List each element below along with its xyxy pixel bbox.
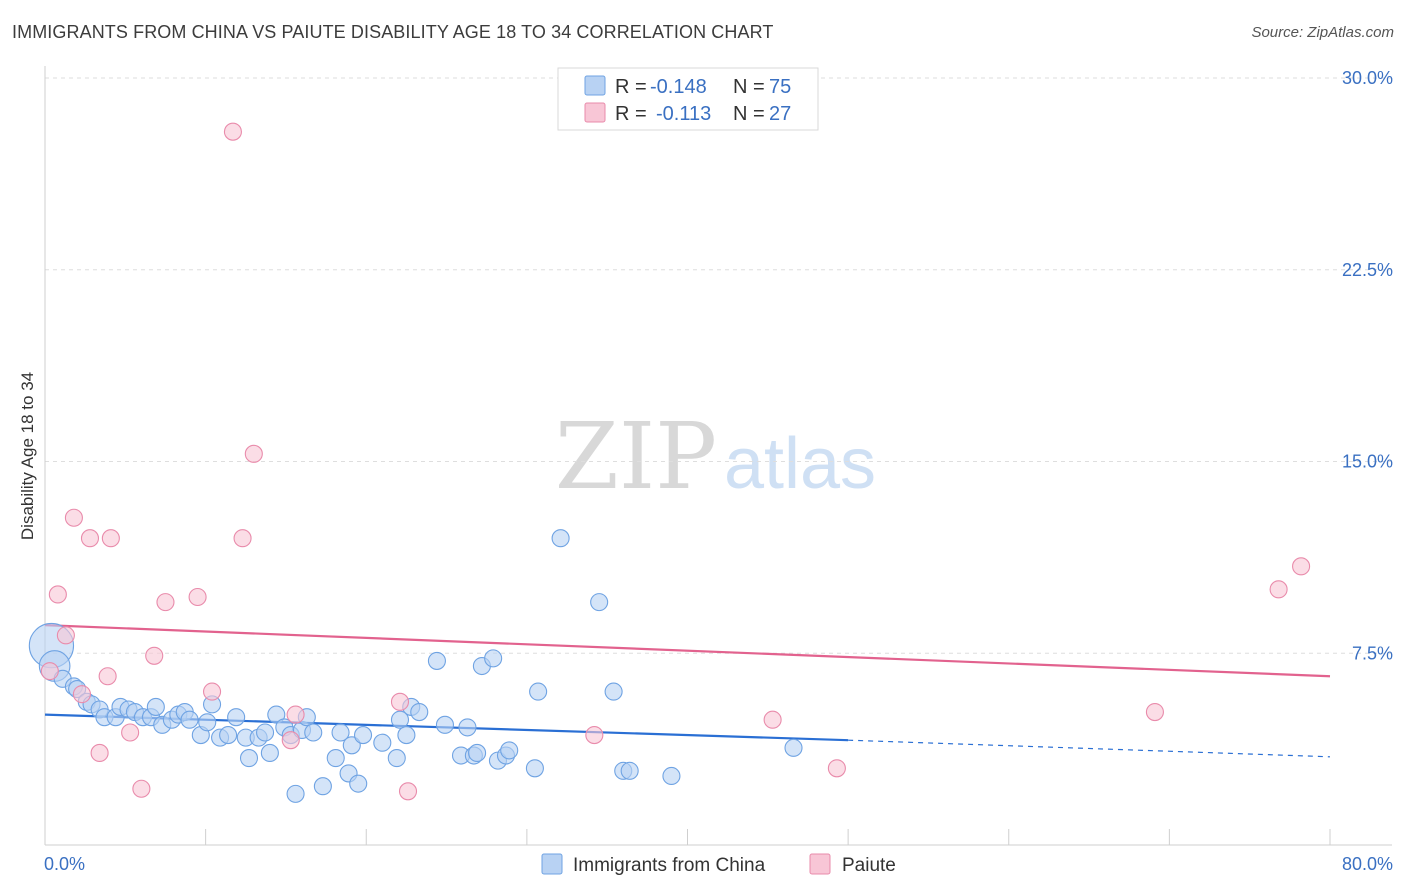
point-china [304, 723, 323, 742]
point-china [604, 682, 623, 701]
point-paiute [203, 682, 222, 701]
point-paiute [156, 593, 175, 612]
point-china [267, 705, 286, 724]
legend-swatch-pink [584, 102, 606, 123]
point-china [387, 749, 406, 768]
point-paiute [585, 726, 604, 745]
point-paiute [1145, 703, 1164, 722]
point-paiute [98, 667, 117, 686]
point-paiute [80, 529, 100, 548]
point-china [239, 749, 259, 768]
point-paiute [64, 508, 83, 527]
point-china [525, 759, 544, 778]
point-china [529, 682, 548, 701]
point-paiute [188, 587, 207, 607]
axis-ticks: 7.5% 15.0% 22.5% 30.0% [44, 68, 1393, 845]
point-paiute [244, 444, 263, 463]
series-legend-swatch-china [541, 853, 563, 875]
legend-r-label-1: R = [615, 76, 647, 98]
point-paiute [72, 685, 91, 704]
point-china [256, 723, 275, 742]
point-china [390, 710, 410, 729]
point-china [180, 710, 199, 729]
point-china [260, 743, 279, 763]
point-china [784, 738, 803, 757]
point-china [551, 529, 570, 548]
point-paiute [233, 529, 252, 548]
point-china [373, 733, 392, 752]
point-china [326, 749, 345, 768]
point-paiute [1269, 580, 1288, 599]
y-tick-label: 15.0% [1342, 452, 1393, 472]
point-china [662, 766, 681, 786]
point-paiute [1292, 557, 1311, 576]
point-paiute [90, 743, 109, 763]
point-paiute [132, 779, 151, 798]
point-paiute [56, 626, 75, 645]
point-china [342, 736, 361, 755]
watermark-zip: ZIP [555, 403, 717, 510]
point-paiute [145, 646, 164, 665]
data-points [28, 122, 1311, 803]
legend-n-value-1: 75 [769, 76, 791, 98]
chart-title: IMMIGRANTS FROM CHINA VS PAIUTE DISABILI… [12, 22, 774, 42]
legend-r-value-2: -0.113 [656, 103, 711, 125]
stats-legend: R = -0.148 N = 75 R = -0.113 N = 27 [557, 67, 819, 131]
watermark-atlas: atlas [724, 424, 876, 504]
point-china [468, 743, 487, 763]
legend-r-value-1: -0.148 [650, 76, 707, 98]
legend-n-label-2: N = [733, 103, 765, 125]
point-china [146, 697, 165, 716]
point-paiute [48, 585, 67, 604]
point-china [349, 774, 368, 793]
series-legend: Immigrants from China Paiute [541, 853, 896, 876]
point-china [219, 726, 238, 745]
gridlines [45, 77, 1392, 654]
legend-n-value-2: 27 [769, 103, 791, 125]
point-china [484, 649, 503, 668]
x-tick-label-min: 0.0% [44, 854, 85, 874]
point-china [410, 703, 429, 722]
point-china [397, 726, 416, 745]
legend-swatch-blue [584, 75, 606, 96]
point-paiute [390, 692, 410, 711]
source-label: Source: ZipAtlas.com [1251, 24, 1394, 41]
point-paiute [763, 710, 782, 729]
point-china [198, 713, 217, 732]
series-legend-label-china: Immigrants from China [573, 855, 766, 876]
point-china [590, 593, 609, 612]
trend-line-china-extrapolated [848, 739, 1331, 758]
point-paiute [223, 122, 242, 141]
point-china [353, 726, 373, 745]
y-axis-title: Disability Age 18 to 34 [18, 372, 37, 540]
y-tick-label: 30.0% [1342, 68, 1393, 88]
point-china [500, 741, 519, 760]
point-paiute [281, 731, 300, 750]
y-tick-label: 7.5% [1352, 643, 1393, 663]
point-china [227, 708, 246, 727]
trend-line-paiute [44, 624, 1331, 678]
y-tick-label: 22.5% [1342, 260, 1393, 280]
series-legend-label-paiute: Paiute [842, 855, 896, 876]
point-china [313, 777, 332, 796]
point-china [331, 723, 350, 742]
x-tick-label-max: 80.0% [1342, 854, 1393, 874]
point-paiute [286, 705, 305, 724]
point-paiute [101, 529, 120, 548]
series-legend-swatch-paiute [809, 853, 831, 875]
point-paiute [40, 662, 59, 681]
point-china [435, 715, 455, 734]
point-china [427, 651, 446, 670]
point-china [286, 784, 305, 803]
point-paiute [827, 759, 846, 778]
point-paiute [121, 723, 140, 742]
point-china [458, 718, 477, 737]
legend-n-label-1: N = [733, 76, 765, 98]
legend-r-label-2: R = [615, 103, 647, 125]
point-paiute [398, 782, 418, 801]
point-china [620, 761, 639, 780]
